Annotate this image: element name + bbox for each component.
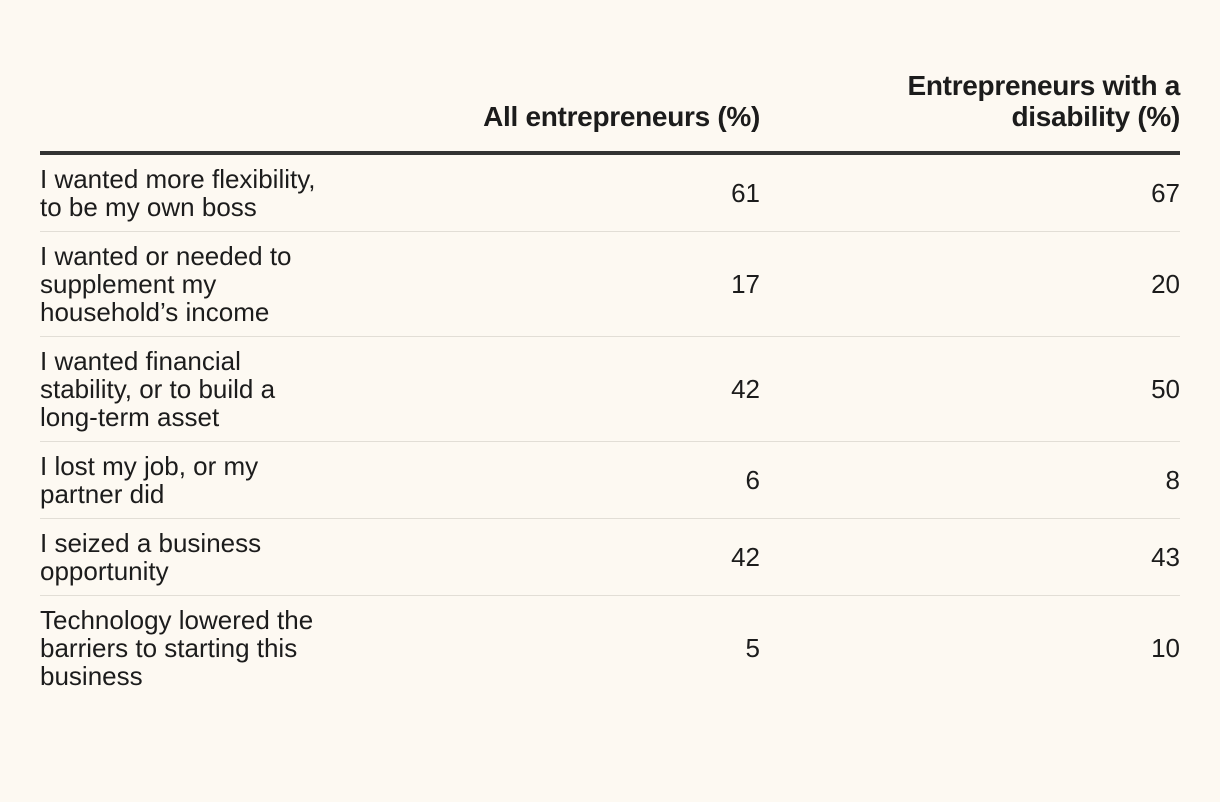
value-entrepreneurs-disability: 8 [1165,465,1180,495]
table-header: All entrepreneurs (%) Entrepreneurs with… [40,70,1180,153]
table-row: I wanted more flexibility, to be my own … [40,153,1180,232]
value-all-entrepreneurs: 42 [731,374,760,404]
row-label: I wanted financial stability, or to buil… [40,346,276,432]
row-label: I wanted or needed to supplement my hous… [40,241,292,327]
row-label: Technology lowered the barriers to start… [40,605,314,691]
value-entrepreneurs-disability: 67 [1151,178,1180,208]
value-entrepreneurs-disability: 43 [1151,542,1180,572]
table-row: I lost my job, or my partner did 6 8 [40,442,1180,519]
table-body: I wanted more flexibility, to be my own … [40,153,1180,700]
value-entrepreneurs-disability: 10 [1151,633,1180,663]
value-all-entrepreneurs: 61 [731,178,760,208]
row-label: I wanted more flexibility, to be my own … [40,164,316,222]
value-all-entrepreneurs: 42 [731,542,760,572]
survey-table-container: All entrepreneurs (%) Entrepreneurs with… [40,70,1180,700]
header-entrepreneurs-disability: Entrepreneurs with a disability (%) [760,70,1180,153]
value-all-entrepreneurs: 6 [745,465,760,495]
header-entrepreneurs-disability-text: Entrepreneurs with a disability (%) [907,70,1180,132]
value-all-entrepreneurs: 17 [731,269,760,299]
header-all-entrepreneurs: All entrepreneurs (%) [483,101,760,132]
table-row: I wanted financial stability, or to buil… [40,337,1180,442]
table-row: I seized a business opportunity 42 43 [40,519,1180,596]
table-row: Technology lowered the barriers to start… [40,596,1180,701]
table-row: I wanted or needed to supplement my hous… [40,232,1180,337]
header-label-column [40,70,340,153]
row-label: I lost my job, or my partner did [40,451,259,509]
value-entrepreneurs-disability: 50 [1151,374,1180,404]
value-entrepreneurs-disability: 20 [1151,269,1180,299]
value-all-entrepreneurs: 5 [745,633,760,663]
header-row: All entrepreneurs (%) Entrepreneurs with… [40,70,1180,153]
entrepreneur-motivations-table: All entrepreneurs (%) Entrepreneurs with… [40,70,1180,700]
row-label: I seized a business opportunity [40,528,262,586]
